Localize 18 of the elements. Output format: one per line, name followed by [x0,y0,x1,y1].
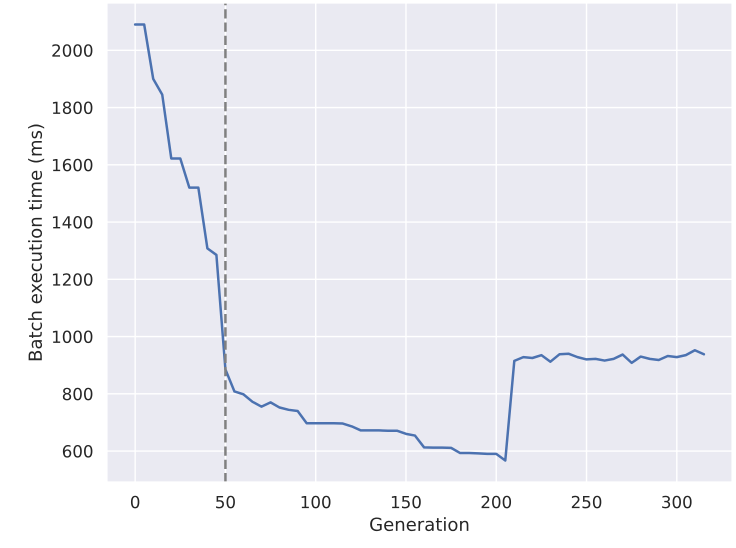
x-tick-label: 100 [302,496,331,508]
y-tick-label: 1000 [52,330,92,344]
y-tick-label: 1400 [52,216,92,229]
x-tick-label: 150 [392,496,421,508]
y-axis-title: Batch execution time (ms) [28,124,44,360]
x-tick-label: 250 [572,496,602,508]
y-tick-label: 1800 [52,101,92,114]
y-tick-label: 1600 [52,158,92,172]
y-tick-label: 2000 [52,44,92,57]
x-axis-title: Generation [370,517,468,532]
y-tick-label: 800 [62,388,92,400]
x-tick-label: 300 [662,496,692,508]
x-tick-label: 50 [216,496,235,508]
x-tick-label: 0 [130,496,140,508]
line-series [134,23,706,462]
y-tick-label: 1200 [52,273,92,286]
x-tick-label: 200 [482,496,512,508]
y-tick-label: 600 [62,445,92,458]
